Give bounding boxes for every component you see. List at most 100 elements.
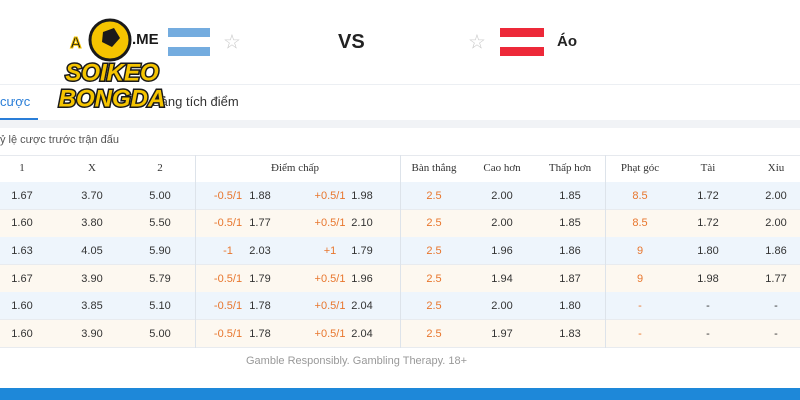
odds-cell: 3.85 [81,300,103,313]
odds-cell: 2.03 [249,245,271,257]
odds-cell: 1.96 [491,245,513,257]
bottom-bar [0,388,800,400]
flag-stripe [500,28,544,37]
odds-cell: -0.5/1 [213,217,243,230]
odds-cell: 1.79 [351,245,373,257]
odds-cell: +0.5/1 [314,189,346,202]
odds-cell: 8.5 [632,217,648,230]
odds-cell: +0.5/1 [314,327,346,340]
odds-cell: 1.98 [351,189,373,202]
odds-cell: -0.5/1 [213,300,243,313]
odds-cell: 2.5 [426,300,442,313]
column-header: Điểm chấp [271,162,319,174]
odds-cell: 1.60 [11,327,33,340]
flag-stripe [500,37,544,47]
odds-cell: 2.04 [351,300,373,313]
odds-cell: +1 [323,245,337,257]
odds-cell: +0.5/1 [314,217,346,230]
odds-cell: 2.00 [765,217,787,230]
header-bar [0,0,800,85]
favorite-star[interactable]: ☆ [468,31,486,53]
odds-cell: 5.00 [149,327,171,340]
odds-cell: 1.72 [697,217,719,230]
column-header: Thấp hơn [548,162,592,174]
tab[interactable]: Bảng tích điểm [152,94,239,109]
odds-cell: 1.86 [559,245,581,257]
column-header: Xỉu [767,162,785,174]
odds-cell: 9 [636,245,644,257]
odds-cell: 1.72 [697,189,719,202]
odds-cell: - [638,300,642,313]
odds-cell: 1.80 [559,300,581,313]
logo-text: .ME [132,31,159,48]
odds-cell: 1.86 [765,245,787,257]
flag-stripe [168,47,210,56]
column-header: 2 [157,162,163,174]
odds-cell: 1.79 [249,272,271,285]
odds-cell: 1.77 [249,217,271,230]
tab-underline [0,118,38,120]
odds-cell: 1.63 [11,245,33,257]
odds-cell: - [706,300,710,313]
odds-cell: 3.90 [81,327,103,340]
odds-cell: 2.5 [426,217,442,230]
odds-cell: -0.5/1 [213,327,243,340]
odds-cell: 1.85 [559,217,581,230]
odds-cell: 1.85 [559,189,581,202]
footer-note: Gamble Responsibly. Gambling Therapy. 18… [246,355,468,367]
odds-cell: 1.88 [249,189,271,202]
odds-cell: 2.5 [426,327,442,340]
section-title: ỷ lệ cược trước trận đấu [0,134,120,146]
column-divider [195,155,196,348]
odds-cell: 1.83 [559,327,581,340]
separator [0,120,800,128]
column-header: 1 [19,162,25,174]
odds-cell: 1.78 [249,300,271,313]
logo-ball-patch [102,28,120,47]
odds-cell: +0.5/1 [314,272,346,285]
column-header: Phạt góc [620,162,660,174]
odds-cell: 1.97 [491,327,513,340]
odds-cell: 2.04 [351,327,373,340]
column-header: X [88,162,96,174]
odds-cell: 1.77 [765,272,787,285]
column-header: Bàn thắng [411,162,457,174]
logo-text: A [70,35,82,52]
odds-cell: 1.80 [697,245,719,257]
column-header: Tài [700,162,716,174]
odds-cell: 1.78 [249,327,271,340]
odds-cell: -1 [223,245,233,257]
odds-cell: 2.00 [491,217,513,230]
tab[interactable]: cược [0,94,31,109]
odds-cell: 1.98 [697,272,719,285]
odds-cell: 3.80 [81,217,103,230]
odds-cell: 9 [636,272,644,285]
vs-label: VS [338,31,365,53]
column-divider [400,155,401,348]
odds-cell: - [774,300,778,313]
odds-cell: 1.87 [559,272,581,285]
odds-cell: 2.00 [491,300,513,313]
column-header: Cao hơn [483,162,521,174]
odds-cell: 2.5 [426,245,442,257]
flag-stripe [500,47,544,56]
odds-cell: 5.00 [149,189,171,202]
flag-stripe [168,37,210,47]
odds-cell: 2.5 [426,272,442,285]
odds-cell: 5.50 [149,217,171,230]
logo-text: SOIKEO [65,59,159,86]
odds-cell: 5.10 [149,300,171,313]
odds-cell: 1.67 [11,189,33,202]
odds-cell: 1.67 [11,272,33,285]
odds-cell: 5.79 [149,272,171,285]
odds-cell: - [638,327,642,340]
odds-cell: 3.90 [81,272,103,285]
odds-cell: 5.90 [149,245,171,257]
odds-cell: - [774,327,778,340]
odds-cell: 2.5 [426,189,442,202]
logo-text: BONGDA [59,85,166,112]
logo: A .ME SOIKEO BONGDA [57,18,167,114]
odds-cell: 8.5 [632,189,648,202]
odds-cell: 2.00 [765,189,787,202]
favorite-star[interactable]: ☆ [223,31,241,53]
